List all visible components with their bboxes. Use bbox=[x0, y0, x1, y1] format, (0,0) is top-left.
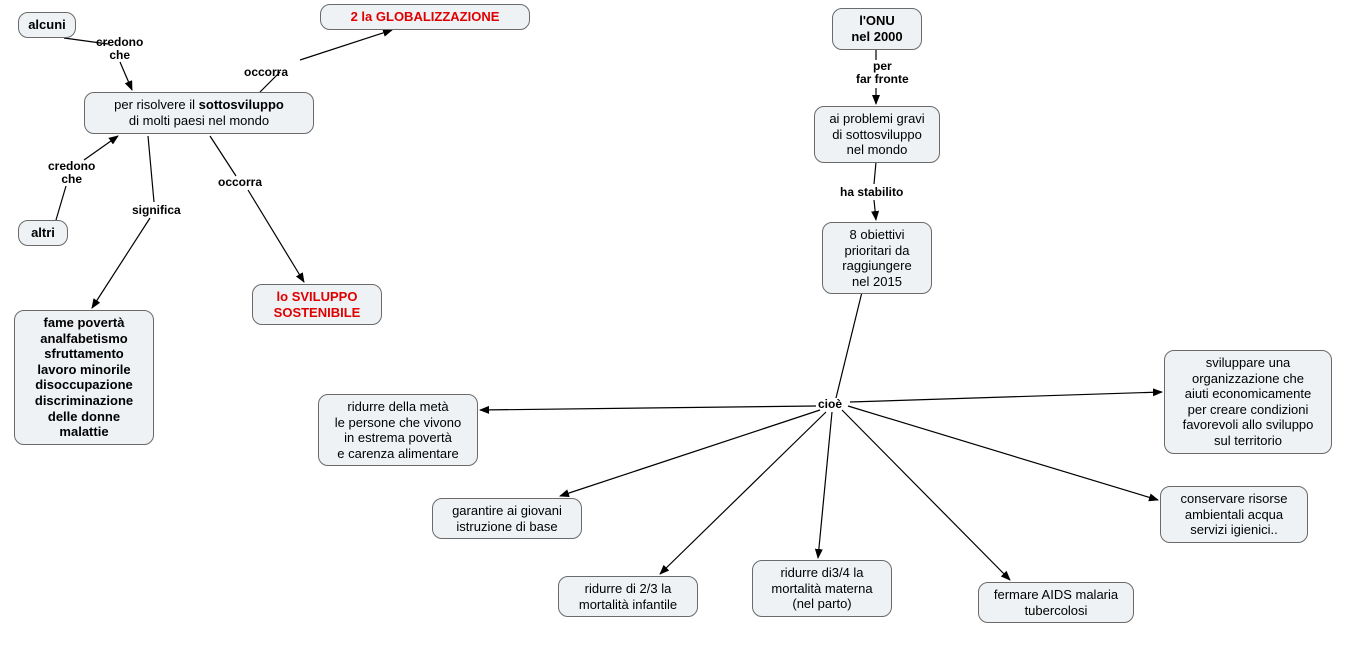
node-sviluppare-line-2: aiuti economicamente bbox=[1173, 386, 1323, 402]
node-fame-line-0: fame povertà bbox=[23, 315, 145, 331]
node-problemi-line-0: ai problemi gravi bbox=[823, 111, 931, 127]
node-sottosviluppo: per risolvere il sottosviluppodi molti p… bbox=[84, 92, 314, 134]
node-onu-line-1: nel 2000 bbox=[841, 29, 913, 45]
node-alcuni-line-0: alcuni bbox=[27, 17, 67, 33]
node-sviluppare: sviluppare unaorganizzazione cheaiuti ec… bbox=[1164, 350, 1332, 454]
edge-8 bbox=[210, 136, 236, 176]
edge-16 bbox=[560, 410, 820, 496]
node-fermare-line-0: fermare AIDS malaria bbox=[987, 587, 1125, 603]
node-conservare-line-1: ambientali acqua bbox=[1169, 507, 1299, 523]
node-svilupposost-line-0: lo SVILUPPO bbox=[261, 289, 373, 305]
edge-label-perfarfronte: per far fronte bbox=[856, 60, 909, 86]
node-ridurre23-line-0: ridurre di 2/3 la bbox=[567, 581, 689, 597]
node-garantire: garantire ai giovaniistruzione di base bbox=[432, 498, 582, 539]
node-garantire-line-1: istruzione di base bbox=[441, 519, 573, 535]
node-problemi: ai problemi gravidi sottosvilupponel mon… bbox=[814, 106, 940, 163]
node-fame-line-4: disoccupazione bbox=[23, 377, 145, 393]
node-fame-line-1: analfabetismo bbox=[23, 331, 145, 347]
edge-label-occorra2: occorra bbox=[218, 176, 262, 189]
node-sviluppare-line-4: favorevoli allo sviluppo bbox=[1173, 417, 1323, 433]
node-fermare: fermare AIDS malariatubercolosi bbox=[978, 582, 1134, 623]
node-alcuni: alcuni bbox=[18, 12, 76, 38]
node-garantire-line-0: garantire ai giovani bbox=[441, 503, 573, 519]
node-ottoobj-line-1: prioritari da bbox=[831, 243, 923, 259]
node-fame-line-6: delle donne bbox=[23, 409, 145, 425]
node-svilupposost-line-1: SOSTENIBILE bbox=[261, 305, 373, 321]
node-ridurremeta-line-3: e carenza alimentare bbox=[327, 446, 469, 462]
edge-label-hastabilito: ha stabilito bbox=[840, 186, 903, 199]
node-sottosviluppo-line-0: per risolvere il sottosviluppo bbox=[93, 97, 305, 113]
edge-21 bbox=[850, 392, 1162, 402]
node-sviluppare-line-0: sviluppare una bbox=[1173, 355, 1323, 371]
node-altri-line-0: altri bbox=[27, 225, 59, 241]
edge-4 bbox=[56, 186, 66, 220]
node-problemi-line-2: nel mondo bbox=[823, 142, 931, 158]
node-ridurre23-line-1: mortalità infantile bbox=[567, 597, 689, 613]
node-fermare-line-1: tubercolosi bbox=[987, 603, 1125, 619]
node-conservare-line-0: conservare risorse bbox=[1169, 491, 1299, 507]
node-conservare: conservare risorseambientali acquaserviz… bbox=[1160, 486, 1308, 543]
edge-15 bbox=[480, 406, 816, 410]
node-fame: fame povertàanalfabetismosfruttamentolav… bbox=[14, 310, 154, 445]
node-ridurre23: ridurre di 2/3 lamortalità infantile bbox=[558, 576, 698, 617]
edge-label-cioe: cioè bbox=[818, 398, 842, 411]
node-ridurre34-line-1: mortalità materna bbox=[761, 581, 883, 597]
node-ottoobj-line-0: 8 obiettivi bbox=[831, 227, 923, 243]
node-globalizz-line-0: 2 la GLOBALIZZAZIONE bbox=[329, 9, 521, 25]
edge-5 bbox=[84, 136, 118, 160]
edge-9 bbox=[248, 190, 304, 282]
edge-19 bbox=[842, 410, 1010, 580]
edge-20 bbox=[848, 406, 1158, 500]
node-ottoobj: 8 obiettiviprioritari daraggiungerenel 2… bbox=[822, 222, 932, 294]
node-ridurremeta-line-2: in estrema povertà bbox=[327, 430, 469, 446]
node-sottosviluppo-line-1: di molti paesi nel mondo bbox=[93, 113, 305, 129]
edge-13 bbox=[874, 200, 876, 220]
node-ridurre34-line-2: (nel parto) bbox=[761, 596, 883, 612]
node-ottoobj-line-2: raggiungere bbox=[831, 258, 923, 274]
node-fame-line-2: sfruttamento bbox=[23, 346, 145, 362]
edge-14 bbox=[836, 292, 862, 398]
edge-label-credono2: credono che bbox=[48, 160, 95, 186]
node-altri: altri bbox=[18, 220, 68, 246]
node-fame-line-7: malattie bbox=[23, 424, 145, 440]
node-fame-line-3: lavoro minorile bbox=[23, 362, 145, 378]
node-sviluppare-line-5: sul territorio bbox=[1173, 433, 1323, 449]
node-onu-line-0: l'ONU bbox=[841, 13, 913, 29]
node-ridurremeta-line-1: le persone che vivono bbox=[327, 415, 469, 431]
node-fame-line-5: discriminazione bbox=[23, 393, 145, 409]
edge-7 bbox=[92, 218, 150, 308]
node-globalizz: 2 la GLOBALIZZAZIONE bbox=[320, 4, 530, 30]
node-sviluppare-line-3: per creare condizioni bbox=[1173, 402, 1323, 418]
node-ridurremeta-line-0: ridurre della metà bbox=[327, 399, 469, 415]
edge-label-occorra1: occorra bbox=[244, 66, 288, 79]
node-ridurre34: ridurre di3/4 lamortalità materna(nel pa… bbox=[752, 560, 892, 617]
edge-1 bbox=[120, 62, 132, 90]
edge-6 bbox=[148, 136, 154, 202]
node-sviluppare-line-1: organizzazione che bbox=[1173, 371, 1323, 387]
edge-18 bbox=[818, 412, 832, 558]
node-ridurremeta: ridurre della metàle persone che vivonoi… bbox=[318, 394, 478, 466]
edge-label-credono1: credono che bbox=[96, 36, 143, 62]
node-ottoobj-line-3: nel 2015 bbox=[831, 274, 923, 290]
node-conservare-line-2: servizi igienici.. bbox=[1169, 522, 1299, 538]
edge-3 bbox=[300, 30, 392, 60]
node-ridurre34-line-0: ridurre di3/4 la bbox=[761, 565, 883, 581]
node-problemi-line-1: di sottosviluppo bbox=[823, 127, 931, 143]
edge-12 bbox=[874, 162, 876, 184]
edge-label-significa: significa bbox=[132, 204, 181, 217]
node-onu: l'ONUnel 2000 bbox=[832, 8, 922, 50]
edge-17 bbox=[660, 412, 826, 574]
node-svilupposost: lo SVILUPPOSOSTENIBILE bbox=[252, 284, 382, 325]
